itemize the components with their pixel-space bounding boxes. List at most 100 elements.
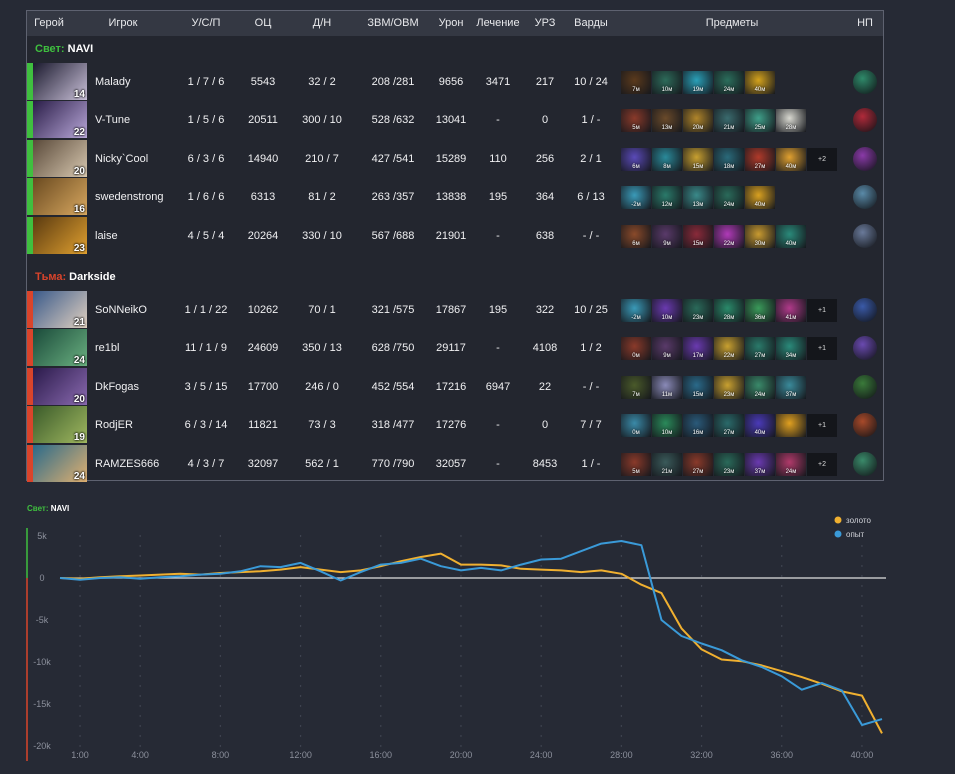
item-icon[interactable]: 27м — [683, 453, 713, 476]
hero-portrait[interactable]: 22 — [27, 101, 87, 138]
item-icon[interactable]: 28м — [714, 299, 744, 322]
item-icon[interactable]: 27м — [745, 148, 775, 171]
neutral-item-icon[interactable] — [853, 147, 877, 171]
item-icon[interactable]: 0м — [621, 414, 651, 437]
player-row[interactable]: 24 re1bl 11 / 1 / 9 24609 350 / 13 628 /750 29… — [27, 329, 883, 367]
item-icon[interactable]: 5м — [621, 453, 651, 476]
item-icon[interactable]: 15м — [683, 376, 713, 399]
player-name[interactable]: laise — [95, 230, 118, 242]
item-icon[interactable]: 28м — [776, 109, 806, 132]
hero-portrait[interactable]: 20 — [27, 368, 87, 405]
item-icon[interactable]: 24м — [714, 186, 744, 209]
hero-portrait[interactable]: 16 — [27, 178, 87, 215]
item-icon[interactable]: 9м — [652, 225, 682, 248]
item-icon[interactable]: 37м — [776, 376, 806, 399]
neutral-item-icon[interactable] — [853, 375, 877, 399]
item-icon[interactable]: 6м — [621, 225, 651, 248]
item-icon[interactable]: 19м — [683, 71, 713, 94]
item-icon[interactable]: 10м — [652, 299, 682, 322]
item-icon[interactable]: 23м — [683, 299, 713, 322]
player-row[interactable]: 16 swedenstrong 1 / 6 / 6 6313 81 / 2 263 /35… — [27, 178, 883, 216]
player-row[interactable]: 14 Malady 1 / 7 / 6 5543 32 / 2 208 /281 9656 3… — [27, 63, 883, 101]
item-icon[interactable]: 40м — [745, 414, 775, 437]
player-name[interactable]: Nicky`Cool — [95, 153, 149, 165]
item-icon[interactable]: 34м — [776, 337, 806, 360]
neutral-item-icon[interactable] — [853, 298, 877, 322]
player-row[interactable]: 19 RodjER 6 / 3 / 14 11821 73 / 3 318 /477 172… — [27, 406, 883, 444]
player-row[interactable]: 23 laise 4 / 5 / 4 20264 330 / 10 567 /688 219… — [27, 217, 883, 255]
item-icon[interactable]: 27м — [745, 337, 775, 360]
item-icon[interactable]: 22м — [714, 337, 744, 360]
item-icon[interactable]: 41м — [776, 299, 806, 322]
hero-portrait[interactable]: 21 — [27, 291, 87, 328]
item-icon[interactable]: 40м — [776, 225, 806, 248]
item-icon[interactable]: 22м — [714, 225, 744, 248]
item-icon[interactable]: 5м — [621, 109, 651, 132]
item-icon[interactable]: 21м — [714, 109, 744, 132]
neutral-item-icon[interactable] — [853, 336, 877, 360]
player-name[interactable]: Malady — [95, 76, 131, 88]
player-name[interactable]: RAMZES666 — [95, 458, 160, 470]
item-icon[interactable]: -2м — [621, 299, 651, 322]
item-icon[interactable]: 24м — [714, 71, 744, 94]
neutral-item-icon[interactable] — [853, 185, 877, 209]
player-name[interactable]: re1bl — [95, 342, 120, 354]
neutral-item-icon[interactable] — [853, 452, 877, 476]
player-row[interactable]: 21 SoNNeikO 1 / 1 / 22 10262 70 / 1 321 /575 1… — [27, 291, 883, 329]
item-icon[interactable]: 13м — [652, 109, 682, 132]
item-icon[interactable]: 18м — [714, 148, 744, 171]
item-icon[interactable]: 40м — [745, 186, 775, 209]
hero-portrait[interactable]: 19 — [27, 406, 87, 443]
item-icon[interactable]: 36м — [745, 299, 775, 322]
more-items-badge[interactable]: +2 — [807, 453, 837, 476]
item-icon[interactable]: 25м — [745, 109, 775, 132]
item-icon[interactable]: 15м — [683, 148, 713, 171]
neutral-item-icon[interactable] — [853, 413, 877, 437]
item-icon[interactable]: 23м — [714, 453, 744, 476]
more-items-badge[interactable]: +2 — [807, 148, 837, 171]
more-items-badge[interactable]: +1 — [807, 414, 837, 437]
item-icon[interactable]: 17м — [683, 337, 713, 360]
item-icon[interactable]: 9м — [652, 337, 682, 360]
item-icon[interactable]: 24м — [776, 453, 806, 476]
player-name[interactable]: RodjER — [95, 419, 133, 431]
item-icon[interactable]: 40м — [776, 148, 806, 171]
item-icon[interactable]: 16м — [683, 414, 713, 437]
item-icon[interactable]: 0м — [621, 337, 651, 360]
item-icon[interactable]: 7м — [621, 71, 651, 94]
player-row[interactable]: 20 Nicky`Cool 6 / 3 / 6 14940 210 / 7 427 /54… — [27, 140, 883, 178]
item-icon[interactable]: 37м — [745, 453, 775, 476]
item-icon[interactable] — [776, 414, 806, 437]
player-row[interactable]: 24 RAMZES666 4 / 3 / 7 32097 562 / 1 770 /790… — [27, 445, 883, 483]
item-icon[interactable]: 27м — [714, 414, 744, 437]
hero-portrait[interactable]: 24 — [27, 445, 87, 482]
neutral-item-icon[interactable] — [853, 224, 877, 248]
item-icon[interactable]: -2м — [621, 186, 651, 209]
player-row[interactable]: 22 V-Tune 1 / 5 / 6 20511 300 / 10 528 /632 13… — [27, 101, 883, 139]
item-icon[interactable]: 23м — [714, 376, 744, 399]
more-items-badge[interactable]: +1 — [807, 299, 837, 322]
item-icon[interactable]: 40м — [745, 71, 775, 94]
item-icon[interactable]: 21м — [652, 453, 682, 476]
player-name[interactable]: SoNNeikO — [95, 304, 147, 316]
hero-portrait[interactable]: 23 — [27, 217, 87, 254]
item-icon[interactable]: 12м — [652, 186, 682, 209]
item-icon[interactable]: 7м — [621, 376, 651, 399]
neutral-item-icon[interactable] — [853, 70, 877, 94]
hero-portrait[interactable]: 24 — [27, 329, 87, 366]
item-icon[interactable]: 11м — [652, 376, 682, 399]
player-row[interactable]: 20 DkFogas 3 / 5 / 15 17700 246 / 0 452 /554 1… — [27, 368, 883, 406]
player-name[interactable]: swedenstrong — [95, 191, 164, 203]
neutral-item-icon[interactable] — [853, 108, 877, 132]
item-icon[interactable]: 10м — [652, 71, 682, 94]
hero-portrait[interactable]: 14 — [27, 63, 87, 100]
item-icon[interactable]: 13м — [683, 186, 713, 209]
more-items-badge[interactable]: +1 — [807, 337, 837, 360]
item-icon[interactable]: 8м — [652, 148, 682, 171]
item-icon[interactable]: 10м — [652, 414, 682, 437]
item-icon[interactable]: 30м — [745, 225, 775, 248]
player-name[interactable]: V-Tune — [95, 114, 131, 126]
hero-portrait[interactable]: 20 — [27, 140, 87, 177]
item-icon[interactable]: 24м — [745, 376, 775, 399]
item-icon[interactable]: 15м — [683, 225, 713, 248]
